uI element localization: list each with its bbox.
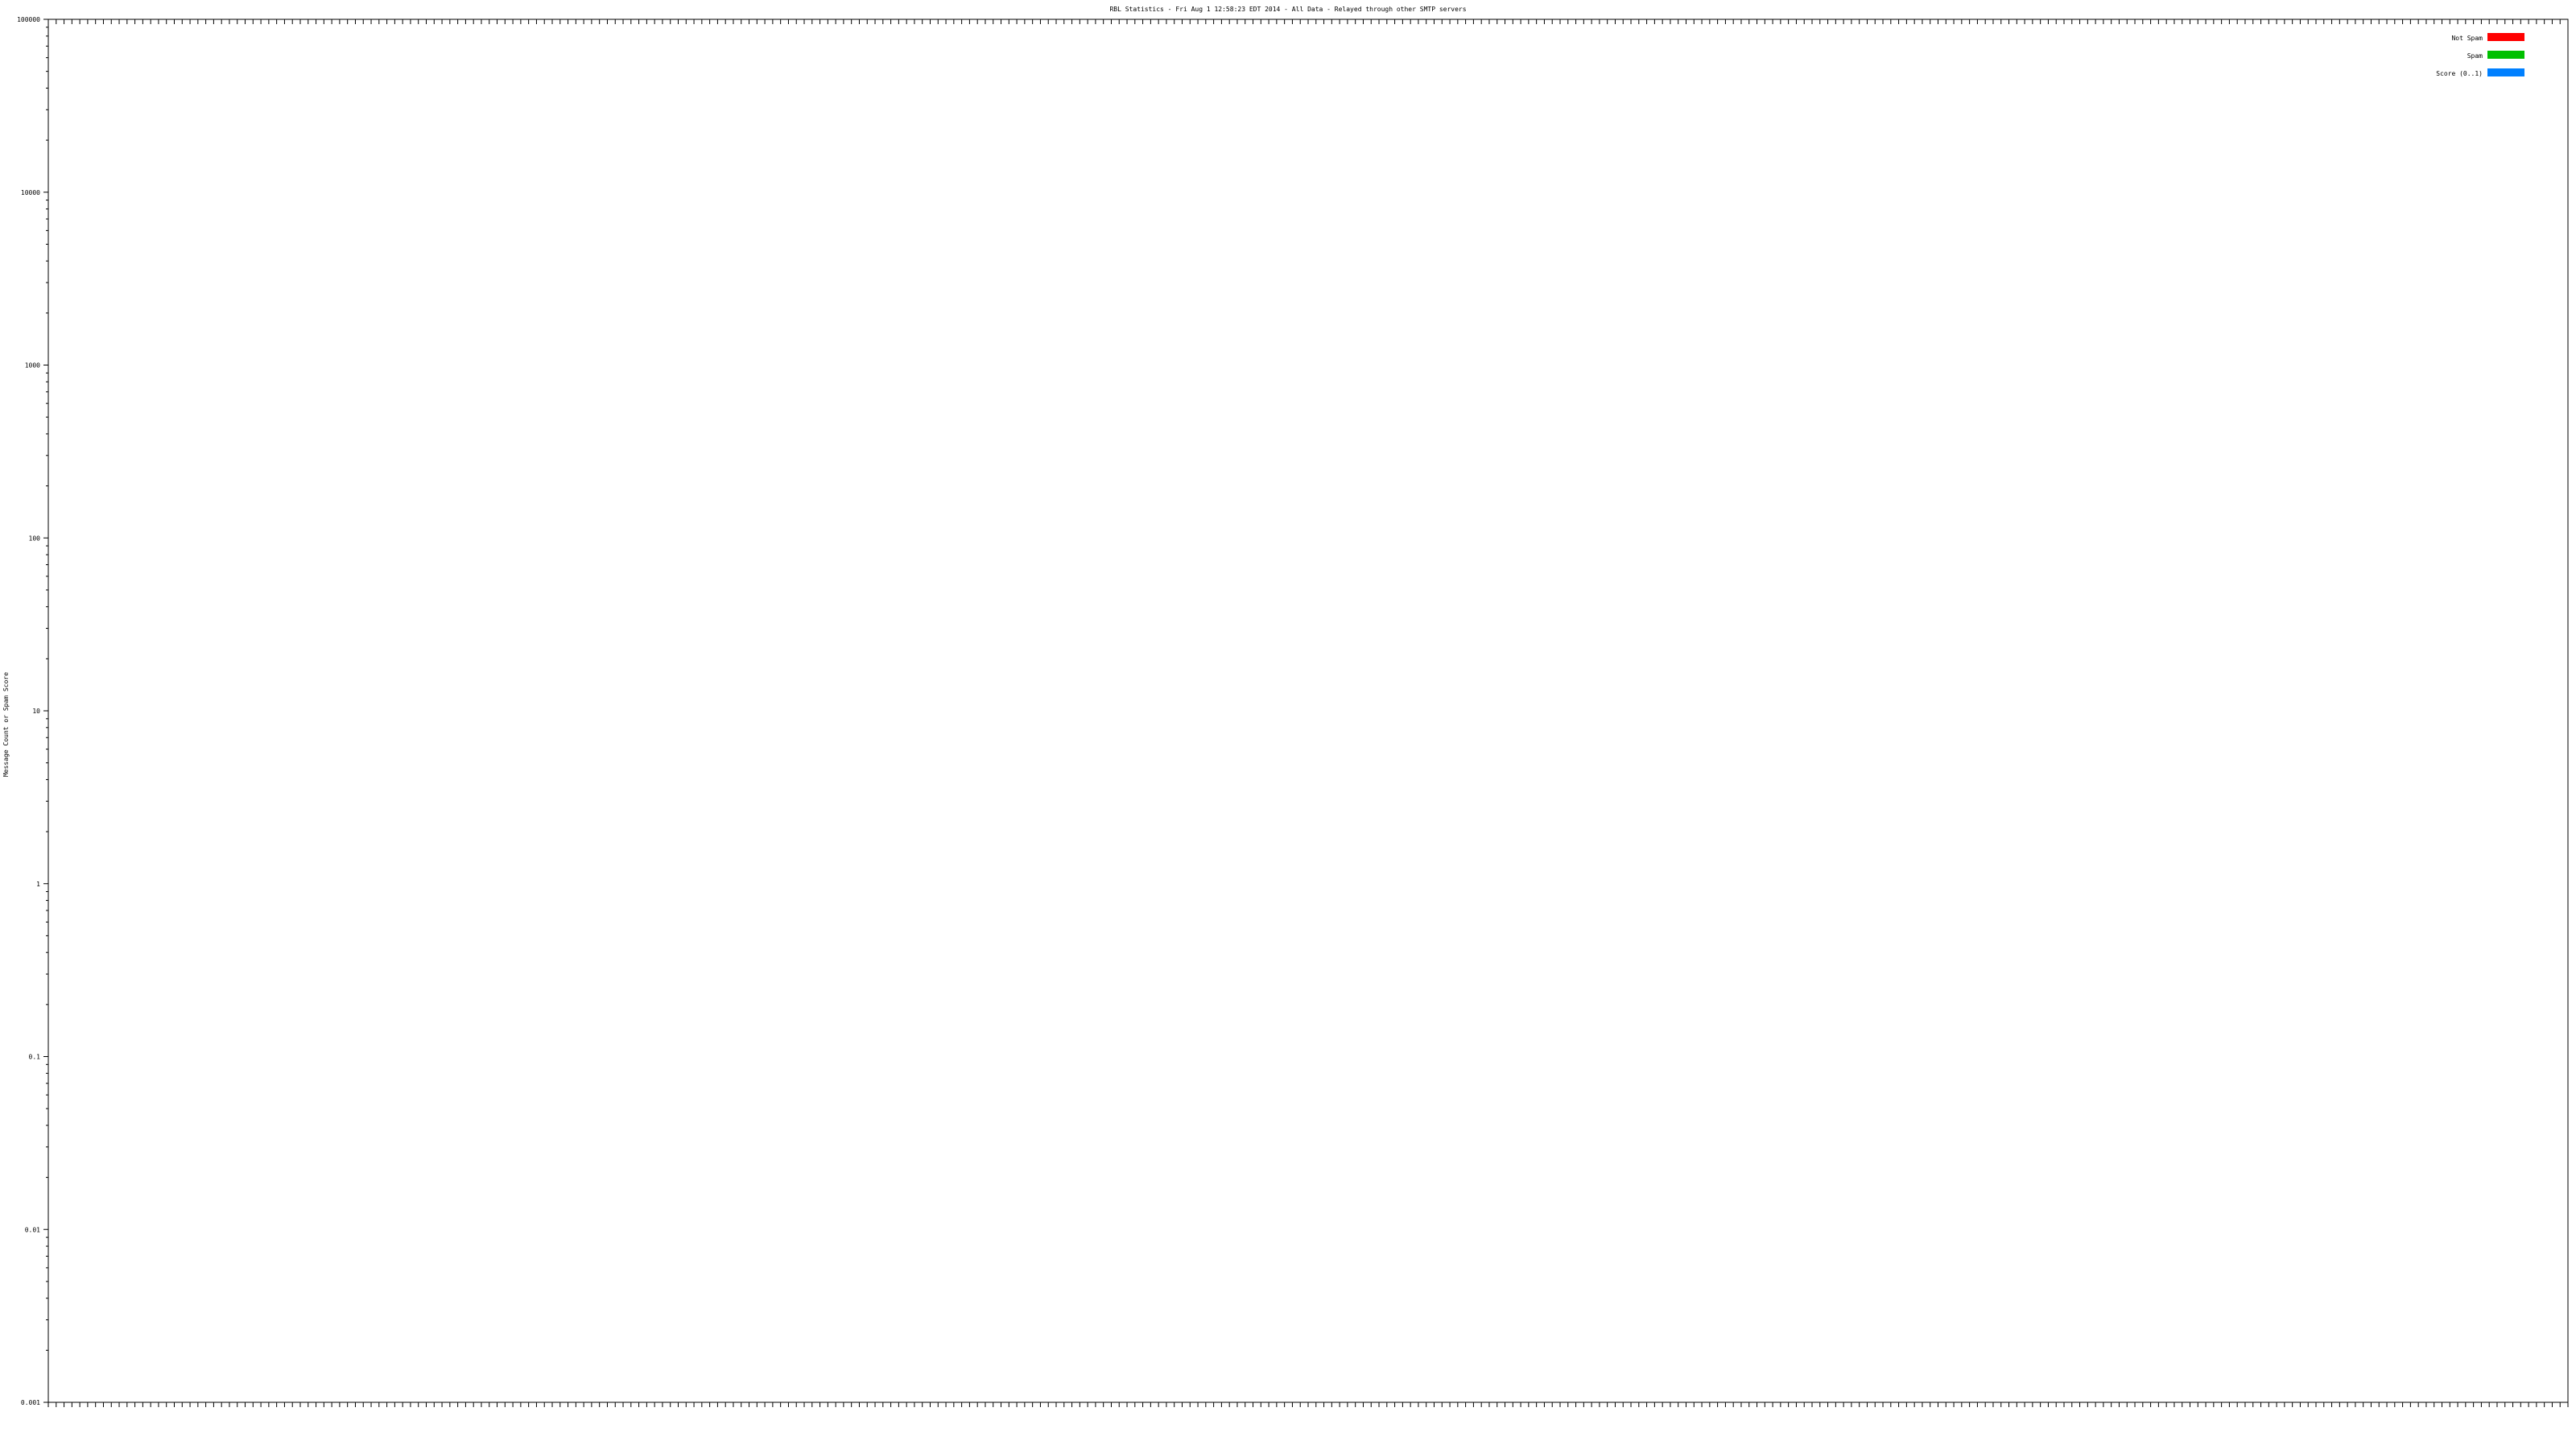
y-tick-label: 1 — [36, 881, 40, 888]
legend-entry-label: Spam — [2467, 52, 2483, 60]
axes-group: 0.001 0.01 0.1 1 10 100 1000 10000 100000 — [17, 16, 2569, 1407]
y-tick-label: 0.001 — [21, 1399, 40, 1406]
chart-title: RBL Statistics - Fri Aug 1 12:58:23 EDT … — [1109, 6, 1466, 13]
y-tick-label: 1000 — [25, 362, 40, 369]
y-tick-label: 100 — [29, 535, 41, 542]
y-tick-label: 0.1 — [29, 1054, 41, 1061]
y-tick-label: 100000 — [17, 16, 40, 23]
legend-entry-label: Not Spam — [2451, 35, 2483, 42]
legend-swatch — [2487, 33, 2524, 41]
plot-area — [47, 19, 2569, 1403]
legend-swatch — [2487, 68, 2524, 76]
y-tick-label: 0.01 — [25, 1226, 40, 1233]
y-tick-label: 10000 — [21, 189, 40, 196]
legend-entry-label: Score (0..1) — [2436, 70, 2483, 77]
y-axis-label: Message Count or Spam Score — [2, 672, 10, 777]
legend-swatch — [2487, 51, 2524, 59]
y-tick-label: 10 — [32, 708, 40, 715]
legend: Not Spam Spam Score (0..1) — [2436, 33, 2524, 77]
